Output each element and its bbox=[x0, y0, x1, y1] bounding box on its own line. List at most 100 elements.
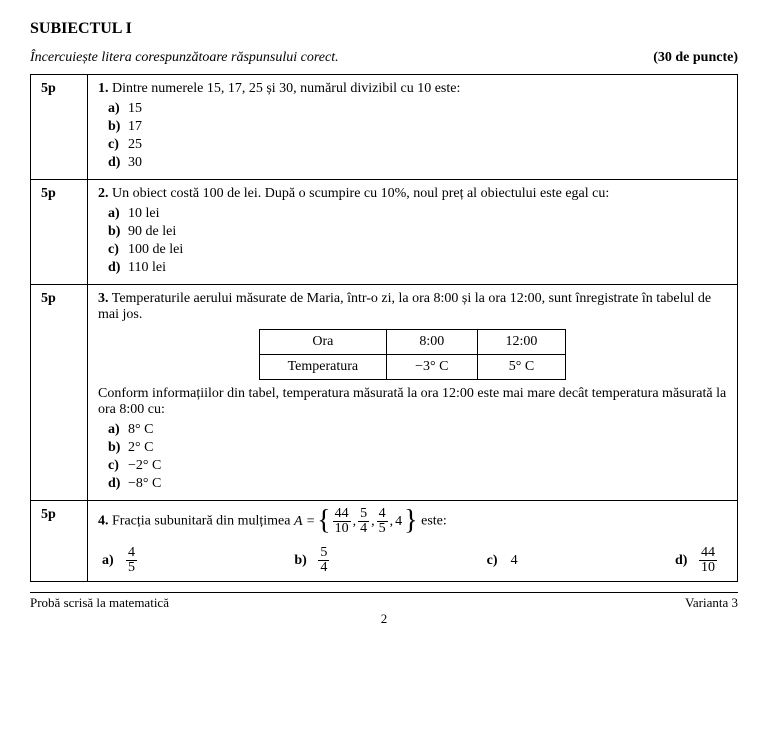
option-label: d) bbox=[108, 260, 128, 276]
question-cell: 4. Fracția subunitară din mulțimea A = {… bbox=[88, 501, 738, 582]
option-c: c)25 bbox=[108, 137, 727, 153]
option-d: d)30 bbox=[108, 155, 727, 171]
inner-cell: −3° C bbox=[387, 355, 477, 380]
option-a: a)10 lei bbox=[108, 206, 727, 222]
option-label: c) bbox=[108, 137, 128, 153]
page-number: 2 bbox=[30, 611, 738, 627]
question-text-2: Conform informațiilor din tabel, tempera… bbox=[98, 386, 727, 418]
instruction-text: Încercuiește litera corespunzătoare răsp… bbox=[30, 50, 339, 66]
option-label: d) bbox=[108, 155, 128, 171]
option-label: c) bbox=[108, 242, 128, 258]
set-var: A = bbox=[294, 514, 315, 530]
option-label: b) bbox=[108, 224, 128, 240]
questions-table: 5p 1. Dintre numerele 15, 17, 25 și 30, … bbox=[30, 74, 738, 582]
points-cell: 5p bbox=[31, 285, 88, 501]
denominator: 10 bbox=[333, 522, 351, 536]
question-cell: 1. Dintre numerele 15, 17, 25 și 30, num… bbox=[88, 75, 738, 180]
fraction: 4410 bbox=[333, 507, 351, 536]
inner-cell: 8:00 bbox=[387, 330, 477, 355]
points-cell: 5p bbox=[31, 501, 88, 582]
option-value: 2° C bbox=[128, 440, 153, 455]
temperature-table: Ora 8:00 12:00 Temperatura −3° C 5° C bbox=[259, 329, 567, 380]
option-label: a) bbox=[102, 553, 122, 569]
options-list: a)15 b)17 c)25 d)30 bbox=[108, 101, 727, 171]
option-value: −2° C bbox=[128, 458, 161, 473]
question-text: 3. Temperaturile aerului măsurate de Mar… bbox=[98, 291, 727, 323]
fraction: 54 bbox=[318, 546, 329, 575]
brace-right-icon: } bbox=[404, 510, 417, 532]
question-cell: 2. Un obiect costă 100 de lei. După o sc… bbox=[88, 180, 738, 285]
option-label: b) bbox=[108, 440, 128, 456]
option-d: d) 4410 bbox=[675, 546, 717, 575]
option-b: b)90 de lei bbox=[108, 224, 727, 240]
section-title: SUBIECTUL I bbox=[30, 20, 738, 38]
option-a: a)15 bbox=[108, 101, 727, 117]
question-text: 1. Dintre numerele 15, 17, 25 și 30, num… bbox=[98, 81, 727, 97]
question-text: 4. Fracția subunitară din mulțimea A = {… bbox=[98, 507, 727, 536]
option-c: c)100 de lei bbox=[108, 242, 727, 258]
option-c: c) 4 bbox=[487, 546, 518, 575]
option-label: c) bbox=[487, 553, 507, 569]
question-text: 2. Un obiect costă 100 de lei. După o sc… bbox=[98, 186, 727, 202]
inner-cell: 5° C bbox=[477, 355, 566, 380]
option-a: a) 45 bbox=[102, 546, 137, 575]
option-label: b) bbox=[108, 119, 128, 135]
total-points: (30 de puncte) bbox=[653, 50, 738, 66]
option-label: a) bbox=[108, 422, 128, 438]
numerator: 44 bbox=[699, 546, 717, 561]
option-d: d)−8° C bbox=[108, 476, 727, 492]
table-row: 5p 1. Dintre numerele 15, 17, 25 și 30, … bbox=[31, 75, 738, 180]
denominator: 5 bbox=[377, 522, 388, 536]
inner-cell: Temperatura bbox=[259, 355, 387, 380]
option-value: 90 de lei bbox=[128, 224, 176, 239]
options-row: a) 45 b) 54 c) 4 d) 4410 bbox=[98, 546, 727, 575]
option-value: 30 bbox=[128, 155, 142, 170]
points-cell: 5p bbox=[31, 180, 88, 285]
question-number: 1. bbox=[98, 81, 109, 96]
denominator: 4 bbox=[358, 522, 369, 536]
fraction: 54 bbox=[358, 507, 369, 536]
denominator: 4 bbox=[318, 561, 329, 575]
option-label: c) bbox=[108, 458, 128, 474]
option-label: a) bbox=[108, 101, 128, 117]
denominator: 5 bbox=[126, 561, 137, 575]
question-number: 3. bbox=[98, 291, 109, 306]
points-cell: 5p bbox=[31, 75, 88, 180]
table-row: 5p 3. Temperaturile aerului măsurate de … bbox=[31, 285, 738, 501]
question-body: Dintre numerele 15, 17, 25 și 30, număru… bbox=[109, 81, 461, 96]
set-expression: A = { 4410, 54, 45, 4 } bbox=[294, 507, 418, 536]
option-value: 8° C bbox=[128, 422, 153, 437]
footer-left: Probă scrisă la matematică bbox=[30, 595, 169, 611]
inner-cell: Ora bbox=[259, 330, 387, 355]
option-label: d) bbox=[675, 553, 695, 569]
set-element: 4 bbox=[395, 514, 402, 530]
fraction: 4410 bbox=[699, 546, 717, 575]
option-b: b)17 bbox=[108, 119, 727, 135]
numerator: 5 bbox=[358, 507, 369, 522]
option-label: a) bbox=[108, 206, 128, 222]
options-list: a)8° C b)2° C c)−2° C d)−8° C bbox=[108, 422, 727, 492]
option-value: 10 lei bbox=[128, 206, 160, 221]
footer: Probă scrisă la matematică Varianta 3 bbox=[30, 592, 738, 611]
numerator: 5 bbox=[318, 546, 329, 561]
option-label: d) bbox=[108, 476, 128, 492]
numerator: 44 bbox=[333, 507, 351, 522]
denominator: 10 bbox=[699, 561, 717, 575]
option-b: b)2° C bbox=[108, 440, 727, 456]
question-cell: 3. Temperaturile aerului măsurate de Mar… bbox=[88, 285, 738, 501]
question-body: Temperaturile aerului măsurate de Maria,… bbox=[98, 291, 711, 322]
option-a: a)8° C bbox=[108, 422, 727, 438]
inner-cell: 12:00 bbox=[477, 330, 566, 355]
option-c: c)−2° C bbox=[108, 458, 727, 474]
numerator: 4 bbox=[126, 546, 137, 561]
footer-right: Varianta 3 bbox=[685, 595, 738, 611]
table-row: 5p 4. Fracția subunitară din mulțimea A … bbox=[31, 501, 738, 582]
instruction-row: Încercuiește litera corespunzătoare răsp… bbox=[30, 50, 738, 66]
numerator: 4 bbox=[377, 507, 388, 522]
option-value: −8° C bbox=[128, 476, 161, 491]
options-list: a)10 lei b)90 de lei c)100 de lei d)110 … bbox=[108, 206, 727, 276]
question-number: 2. bbox=[98, 186, 109, 201]
fraction: 45 bbox=[377, 507, 388, 536]
option-value: 25 bbox=[128, 137, 142, 152]
option-value: 17 bbox=[128, 119, 142, 134]
